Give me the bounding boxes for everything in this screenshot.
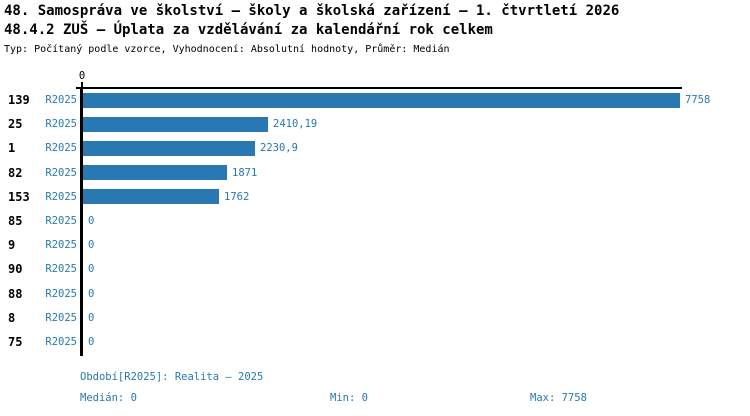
chart-row: 1 R2025 2230,9 xyxy=(0,136,750,160)
value-label: 2410,19 xyxy=(273,118,318,131)
bar xyxy=(83,92,680,108)
bar-track: 0 xyxy=(83,334,750,349)
series-label: R2025 xyxy=(45,263,77,276)
x-axis-zero-tick-label: 0 xyxy=(78,70,86,82)
bar xyxy=(83,189,219,205)
value-label: 1762 xyxy=(224,190,250,203)
x-axis-line xyxy=(76,87,682,89)
bar-track: 2230,9 xyxy=(83,140,750,156)
y-axis-line xyxy=(80,87,83,356)
bar-track: 0 xyxy=(83,310,750,325)
series-label: R2025 xyxy=(45,215,77,228)
value-label: 0 xyxy=(88,287,95,300)
bar-track: 0 xyxy=(83,262,750,277)
value-label: 1871 xyxy=(232,166,258,179)
chart-row: 88 R2025 0 xyxy=(0,282,750,306)
bar-track: 1871 xyxy=(83,165,750,181)
value-label: 2230,9 xyxy=(260,142,298,155)
stat-min-label: Min: 0 xyxy=(330,392,368,404)
series-label: R2025 xyxy=(45,142,77,155)
stat-max-label: Max: 7758 xyxy=(530,392,587,404)
series-label: R2025 xyxy=(45,287,77,300)
chart-row: 90 R2025 0 xyxy=(0,257,750,281)
category-label: 153 xyxy=(8,189,30,204)
chart-row: 85 R2025 0 xyxy=(0,209,750,233)
bar-track: 2410,19 xyxy=(83,116,750,132)
category-label: 90 xyxy=(8,262,23,277)
report-title: 48. Samospráva ve školství – školy a ško… xyxy=(4,3,620,19)
bar xyxy=(83,140,255,156)
value-label: 0 xyxy=(88,215,95,228)
chart-row: 153 R2025 1762 xyxy=(0,185,750,209)
bar xyxy=(83,165,227,181)
value-label: 0 xyxy=(88,239,95,252)
series-label: R2025 xyxy=(45,239,77,252)
value-label: 0 xyxy=(88,311,95,324)
bar xyxy=(83,116,268,132)
chart-row: 75 R2025 0 xyxy=(0,330,750,354)
category-label: 8 xyxy=(8,310,16,325)
bar-track: 1762 xyxy=(83,189,750,205)
series-label: R2025 xyxy=(45,311,77,324)
category-label: 75 xyxy=(8,334,23,349)
category-label: 88 xyxy=(8,286,23,301)
series-label: R2025 xyxy=(45,94,77,107)
bar-track: 0 xyxy=(83,286,750,301)
series-label: R2025 xyxy=(45,335,77,348)
value-label: 0 xyxy=(88,263,95,276)
bar-track: 7758 xyxy=(83,92,750,108)
category-label: 25 xyxy=(8,117,23,132)
series-label: R2025 xyxy=(45,166,77,179)
category-label: 1 xyxy=(8,141,16,156)
category-label: 139 xyxy=(8,93,30,108)
value-label: 7758 xyxy=(685,94,711,107)
stat-median-label: Medián: 0 xyxy=(80,392,137,404)
series-label: R2025 xyxy=(45,118,77,131)
bar-track: 0 xyxy=(83,238,750,253)
series-label: R2025 xyxy=(45,190,77,203)
chart-row: 139 R2025 7758 xyxy=(0,88,750,112)
x-axis-zero-tick xyxy=(81,82,83,87)
chart-row: 9 R2025 0 xyxy=(0,233,750,257)
report-meta-line: Typ: Počítaný podle vzorce, Vyhodnocení:… xyxy=(4,44,450,55)
category-label: 85 xyxy=(8,214,23,229)
chart-row: 25 R2025 2410,19 xyxy=(0,112,750,136)
report-subtitle: 48.4.2 ZUŠ – Úplata za vzdělávání za kal… xyxy=(4,22,493,38)
chart-row: 8 R2025 0 xyxy=(0,306,750,330)
value-label: 0 xyxy=(88,335,95,348)
bar-track: 0 xyxy=(83,214,750,229)
category-label: 9 xyxy=(8,238,16,253)
bar-chart: 139 R2025 7758 25 R2025 2410,19 1 R2025 2230,9 82… xyxy=(0,88,750,354)
category-label: 82 xyxy=(8,165,23,180)
legend-period-label: Období[R2025]: Realita – 2025 xyxy=(80,371,264,383)
chart-row: 82 R2025 1871 xyxy=(0,161,750,185)
